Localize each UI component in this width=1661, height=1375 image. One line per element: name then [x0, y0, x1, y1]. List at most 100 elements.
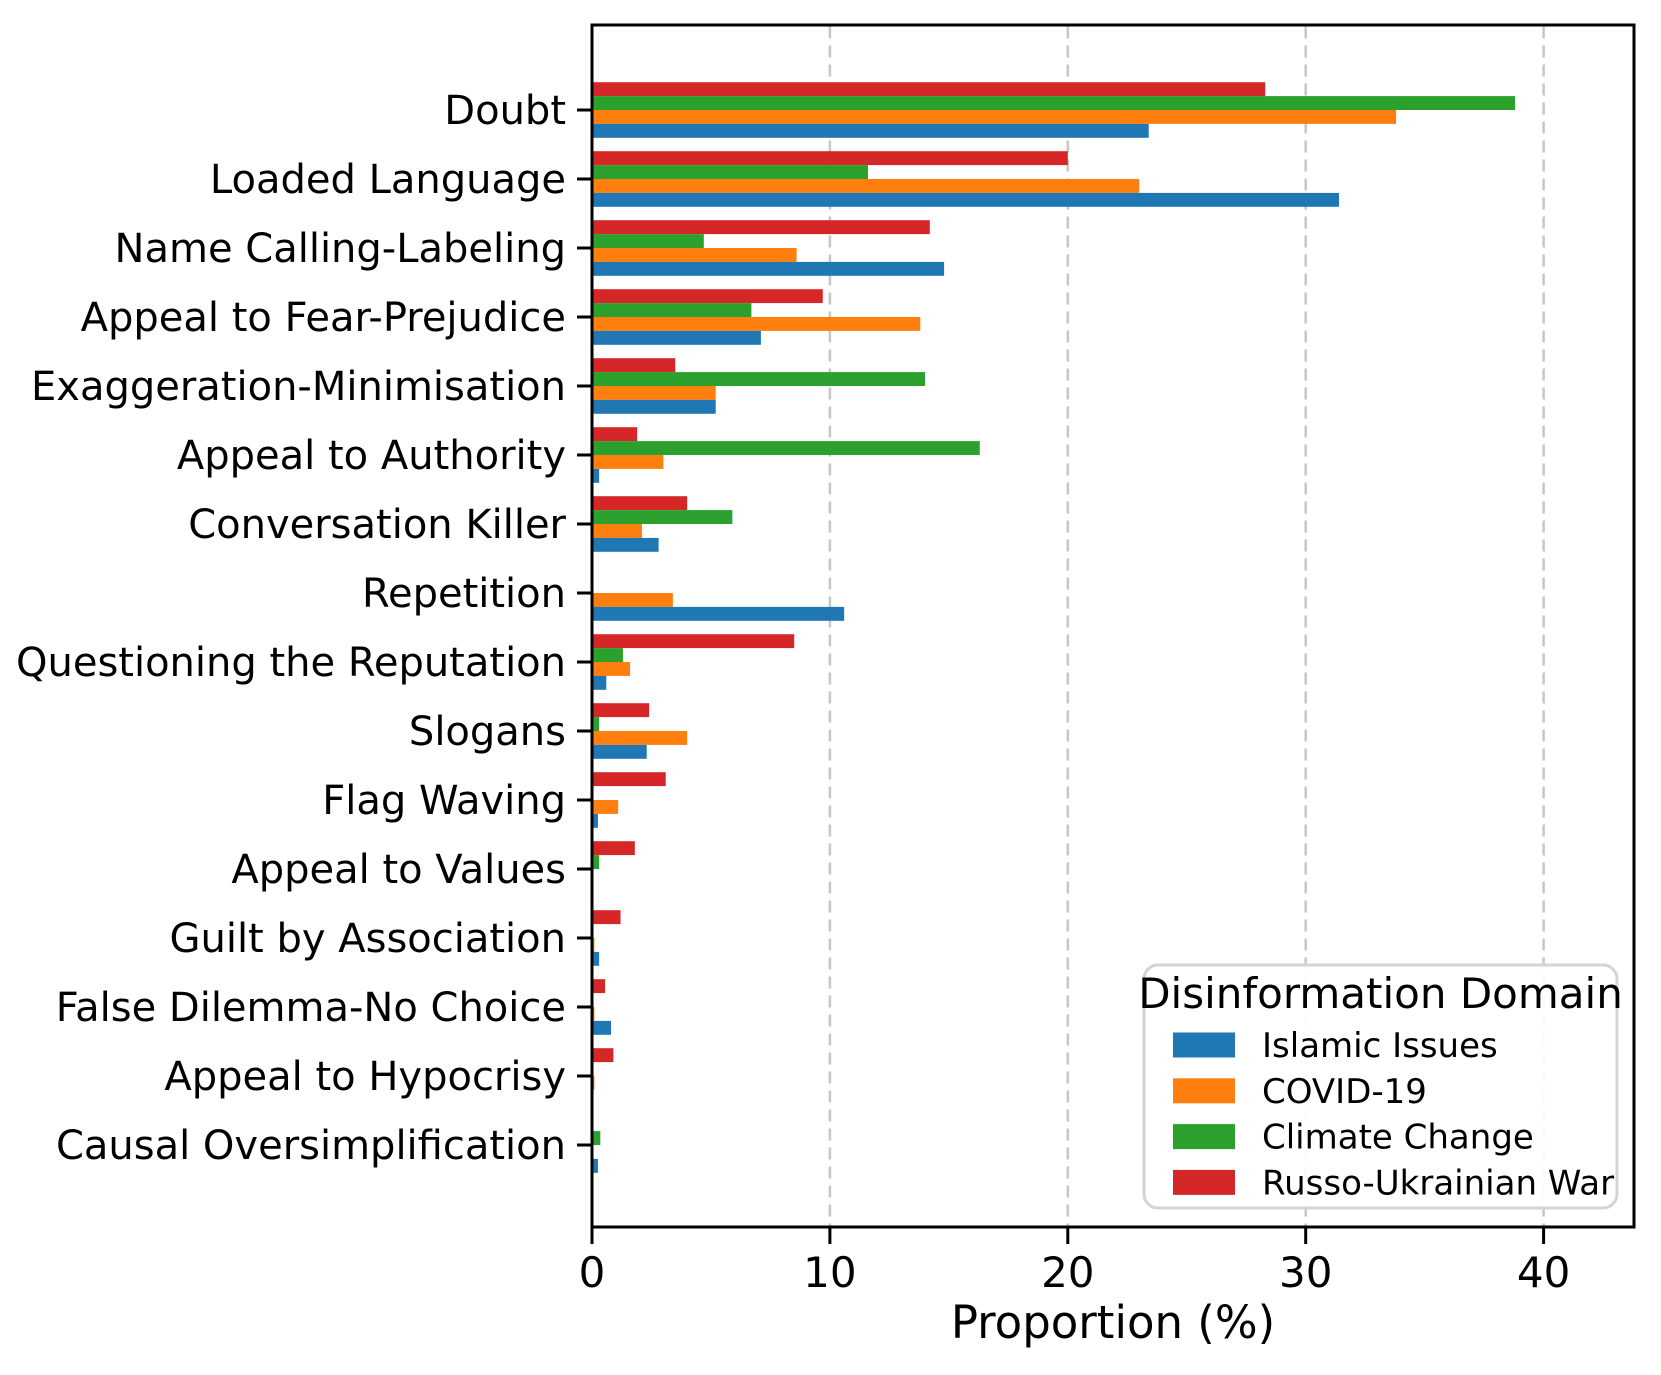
bar: [592, 234, 704, 248]
legend-swatch: [1173, 1124, 1235, 1150]
y-category-label: Guilt by Association: [169, 916, 566, 962]
bar: [592, 317, 921, 331]
bar-group: [592, 703, 688, 759]
y-category-label: Flag Waving: [322, 778, 566, 824]
y-category-label: Slogans: [409, 709, 566, 755]
bar: [592, 979, 606, 994]
legend-swatch: [1173, 1169, 1235, 1195]
y-category-label: Questioning the Reputation: [16, 640, 566, 686]
bar: [592, 717, 600, 731]
bar: [592, 386, 716, 400]
bar-group: [592, 82, 1516, 138]
bar: [592, 675, 607, 690]
bar: [592, 634, 795, 649]
bar: [592, 813, 598, 828]
bar: [592, 399, 716, 414]
bar-group: [592, 496, 733, 552]
y-category-label: Appeal to Authority: [177, 433, 566, 479]
bar: [592, 96, 1516, 110]
y-category-label: Name Calling-Labeling: [115, 226, 566, 272]
bar: [592, 841, 635, 856]
legend-entry-label: COVID-19: [1262, 1072, 1427, 1112]
bar: [592, 220, 930, 235]
bar: [592, 772, 666, 787]
bar-group: [592, 772, 666, 828]
bar-group: [592, 1048, 614, 1090]
bar-group: [592, 593, 845, 621]
legend-title: Disinformation Domain: [1138, 969, 1623, 1018]
bar: [592, 496, 688, 511]
bar-group: [592, 979, 612, 1035]
bar: [592, 455, 664, 469]
bar: [592, 179, 1140, 193]
y-category-label: Causal Oversimplification: [56, 1123, 566, 1169]
bar: [592, 800, 619, 814]
bar: [592, 951, 600, 966]
bar: [592, 330, 761, 345]
bar: [592, 510, 733, 524]
legend-layer: Disinformation Domain Islamic Issues COVID…: [1138, 963, 1623, 1210]
y-category-label: Appeal to Values: [231, 847, 566, 893]
bars-layer: [592, 82, 1516, 1173]
bar-group: [592, 358, 926, 414]
bar: [592, 744, 647, 759]
legend-box: [1142, 963, 1619, 1210]
y-category-label: Repetition: [362, 571, 566, 617]
legend-entry-label: Climate Change: [1262, 1118, 1534, 1158]
bar: [592, 358, 676, 373]
legend-swatch: [1173, 1078, 1235, 1104]
bar: [592, 662, 631, 676]
bar-group: [592, 1131, 601, 1173]
bar-group: [592, 151, 1340, 207]
bar-group: [592, 841, 635, 869]
bar: [592, 1131, 601, 1145]
bar: [592, 703, 650, 718]
bar-group: [592, 289, 921, 345]
x-tick-label: 30: [1279, 1248, 1332, 1297]
bar: [592, 372, 926, 386]
bar: [592, 648, 623, 662]
bar: [592, 537, 659, 552]
bar-group: [592, 427, 980, 483]
bar: [592, 110, 1397, 124]
bar: [592, 524, 642, 538]
bar: [592, 1048, 614, 1063]
bar: [592, 261, 945, 276]
x-tick-label: 20: [1041, 1248, 1094, 1297]
x-tick-label: 40: [1517, 1248, 1570, 1297]
y-category-label: Doubt: [444, 88, 566, 134]
x-tick-label: 0: [579, 1248, 606, 1297]
bar-group: [592, 634, 795, 690]
y-category-label: Appeal to Fear-Prejudice: [81, 295, 566, 341]
bar: [592, 468, 600, 483]
bar: [592, 82, 1266, 97]
bar: [592, 855, 600, 869]
plot-border: [590, 23, 1636, 1229]
bar: [592, 192, 1340, 207]
legend-entry-label: Russo-Ukrainian War: [1262, 1163, 1614, 1203]
legend-entry-label: Islamic Issues: [1262, 1026, 1498, 1066]
bar-group: [592, 220, 945, 276]
bar: [592, 123, 1149, 138]
bar: [592, 289, 823, 304]
bar: [592, 248, 797, 262]
y-category-label: Conversation Killer: [188, 502, 566, 548]
y-category-label: Appeal to Hypocrisy: [164, 1054, 566, 1100]
y-category-label: Exaggeration-Minimisation: [31, 364, 566, 410]
legend-swatch: [1173, 1032, 1235, 1058]
labels-layer: 0 10 20 30 40 Doubt Loaded Language Name Callin…: [16, 88, 1570, 1349]
bar: [592, 910, 621, 925]
bar: [592, 303, 752, 317]
bar: [592, 606, 845, 621]
bar: [592, 165, 868, 179]
bar: [592, 1158, 598, 1173]
x-tick-label: 10: [803, 1248, 856, 1297]
bar: [592, 731, 688, 745]
bar: [592, 427, 638, 442]
bar: [592, 441, 980, 455]
bar: [592, 593, 673, 607]
axes-layer: [577, 23, 1636, 1244]
y-category-label: False Dilemma-No Choice: [56, 985, 566, 1031]
